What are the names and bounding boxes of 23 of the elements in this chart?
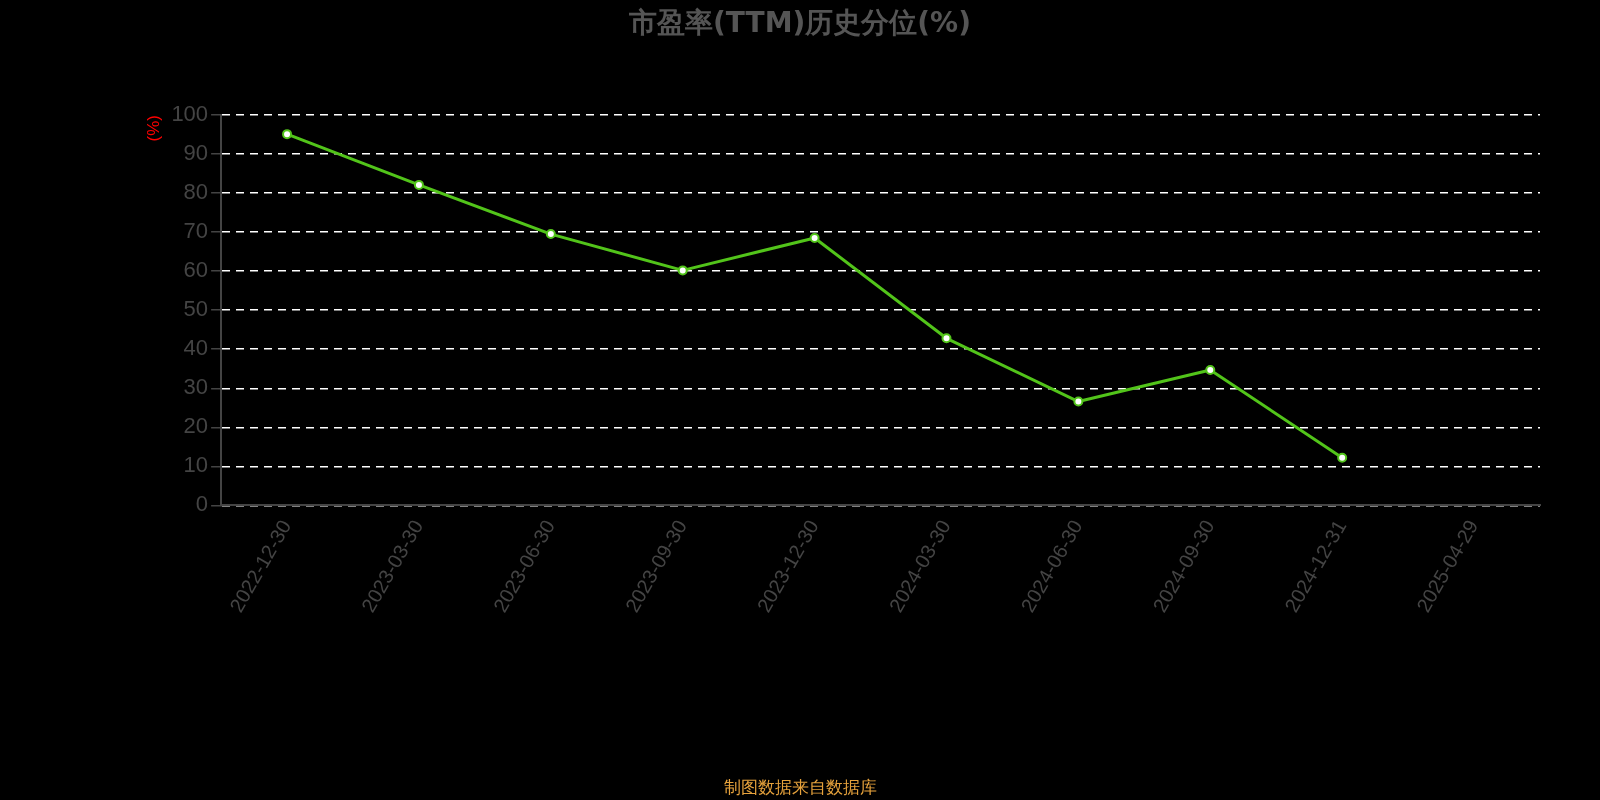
y-tick-label: 60 — [183, 257, 209, 283]
y-tick-label: 50 — [183, 296, 209, 322]
y-tick-label: 40 — [183, 335, 209, 361]
y-tick-label: 90 — [183, 140, 209, 166]
point — [1205, 364, 1216, 375]
point — [677, 265, 688, 276]
y-tick-label: 0 — [195, 491, 209, 517]
chart-title: 市盈率(TTM)历史分位(%) — [628, 5, 972, 41]
point — [809, 232, 820, 243]
y-tick-label: 30 — [183, 374, 209, 400]
point — [545, 229, 556, 240]
y-axis-title: (%) — [143, 115, 163, 142]
y-tick-label: 20 — [183, 413, 209, 439]
text: 制图数据来自数据库 — [722, 776, 878, 799]
y-tick-label: 10 — [183, 452, 209, 478]
y-tick-label: 80 — [183, 179, 209, 205]
point — [1337, 452, 1348, 463]
point — [1073, 396, 1084, 407]
point — [282, 129, 293, 140]
y-tick-label: 70 — [183, 218, 209, 244]
point — [413, 179, 424, 190]
y-tick-label: 100 — [171, 101, 209, 127]
point — [941, 333, 952, 344]
